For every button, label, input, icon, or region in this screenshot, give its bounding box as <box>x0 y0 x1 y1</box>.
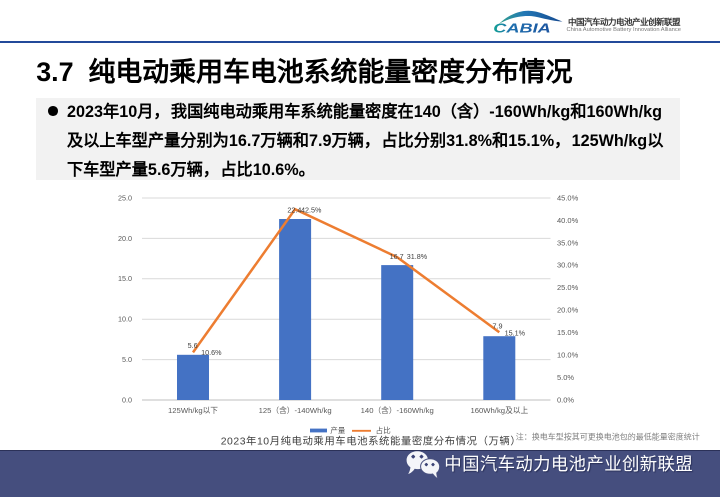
svg-text:0.0%: 0.0% <box>557 395 574 404</box>
svg-text:160Wh/kg及以上: 160Wh/kg及以上 <box>470 406 528 415</box>
svg-text:7.9: 7.9 <box>493 322 503 331</box>
svg-text:42.5%: 42.5% <box>301 206 322 215</box>
svg-text:CABIA: CABIA <box>493 22 551 36</box>
svg-text:45.0%: 45.0% <box>557 193 579 202</box>
svg-text:25.0%: 25.0% <box>557 283 579 292</box>
svg-text:25.0: 25.0 <box>118 193 132 202</box>
svg-text:注：换电车型按其可更换电池包的最低能量密度统计: 注：换电车型按其可更换电池包的最低能量密度统计 <box>516 431 700 441</box>
svg-text:2023年10月纯电动乘用车电池系统能量密度分布情况（万辆）: 2023年10月纯电动乘用车电池系统能量密度分布情况（万辆） <box>221 435 522 448</box>
svg-text:10.0%: 10.0% <box>557 351 579 360</box>
svg-text:0.0: 0.0 <box>122 395 132 404</box>
svg-text:140（含）-160Wh/kg: 140（含）-160Wh/kg <box>361 405 434 415</box>
svg-text:125Wh/kg以下: 125Wh/kg以下 <box>168 406 218 415</box>
svg-text:5.0%: 5.0% <box>557 373 574 382</box>
svg-text:5.0: 5.0 <box>122 355 132 364</box>
svg-text:产量: 产量 <box>330 425 346 435</box>
svg-text:15.0: 15.0 <box>118 274 132 283</box>
svg-text:31.8%: 31.8% <box>407 252 428 261</box>
svg-text:10.0: 10.0 <box>118 315 132 324</box>
svg-text:5.6: 5.6 <box>188 341 198 350</box>
svg-text:35.0%: 35.0% <box>557 238 579 247</box>
svg-text:占比: 占比 <box>376 425 392 435</box>
svg-text:10.6%: 10.6% <box>201 348 222 357</box>
svg-text:16.7: 16.7 <box>390 252 404 261</box>
svg-text:15.1%: 15.1% <box>505 329 526 338</box>
svg-text:40.0%: 40.0% <box>557 216 579 225</box>
svg-text:20.0: 20.0 <box>118 234 132 243</box>
svg-text:15.0%: 15.0% <box>557 328 579 337</box>
svg-text:20.0%: 20.0% <box>557 306 579 315</box>
svg-text:22.4: 22.4 <box>287 206 301 215</box>
svg-text:125（含）-140Wh/kg: 125（含）-140Wh/kg <box>259 405 332 415</box>
svg-text:30.0%: 30.0% <box>557 261 579 270</box>
